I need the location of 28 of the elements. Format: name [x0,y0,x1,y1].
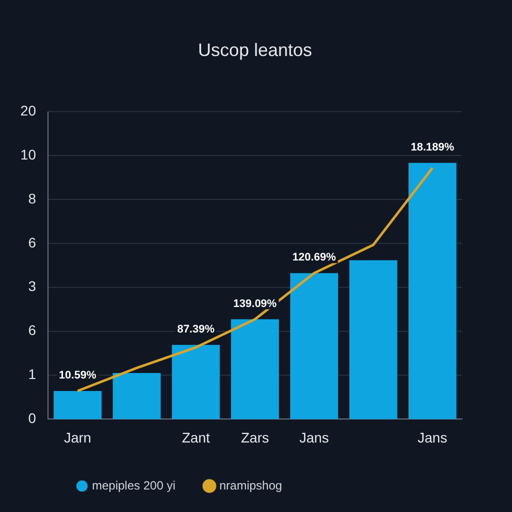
bar [112,373,161,420]
bar [54,391,102,420]
bar [408,162,456,420]
bar [172,344,220,420]
x-tick-label: Jans [299,429,329,446]
legend-label: nramipshog [219,478,282,492]
bar [349,260,398,420]
x-tick-label: Zant [182,429,210,446]
text: 0 [28,410,36,426]
text: 1 [28,366,36,382]
annotation: 10.59% [58,370,96,382]
chart-title: Uscop leantos [198,40,312,60]
text: 8 [28,190,36,206]
text: 6 [28,234,36,250]
bar [231,319,279,420]
text: 3 [28,278,36,294]
text: 20 [20,102,36,118]
x-tick-label: Jans [418,429,448,446]
legend-label: mepiples 200 yi [92,478,176,492]
annotation: 87.39% [177,323,215,336]
annotation: 18.189% [410,141,454,154]
text: 6 [28,322,36,338]
bar [290,273,338,420]
text: 10 [20,146,36,162]
annotation: 139.09% [233,298,277,310]
x-tick-label: Zars [241,429,269,446]
annotation: 120.69% [292,252,336,264]
x-tick-label: Jarn [64,429,92,446]
